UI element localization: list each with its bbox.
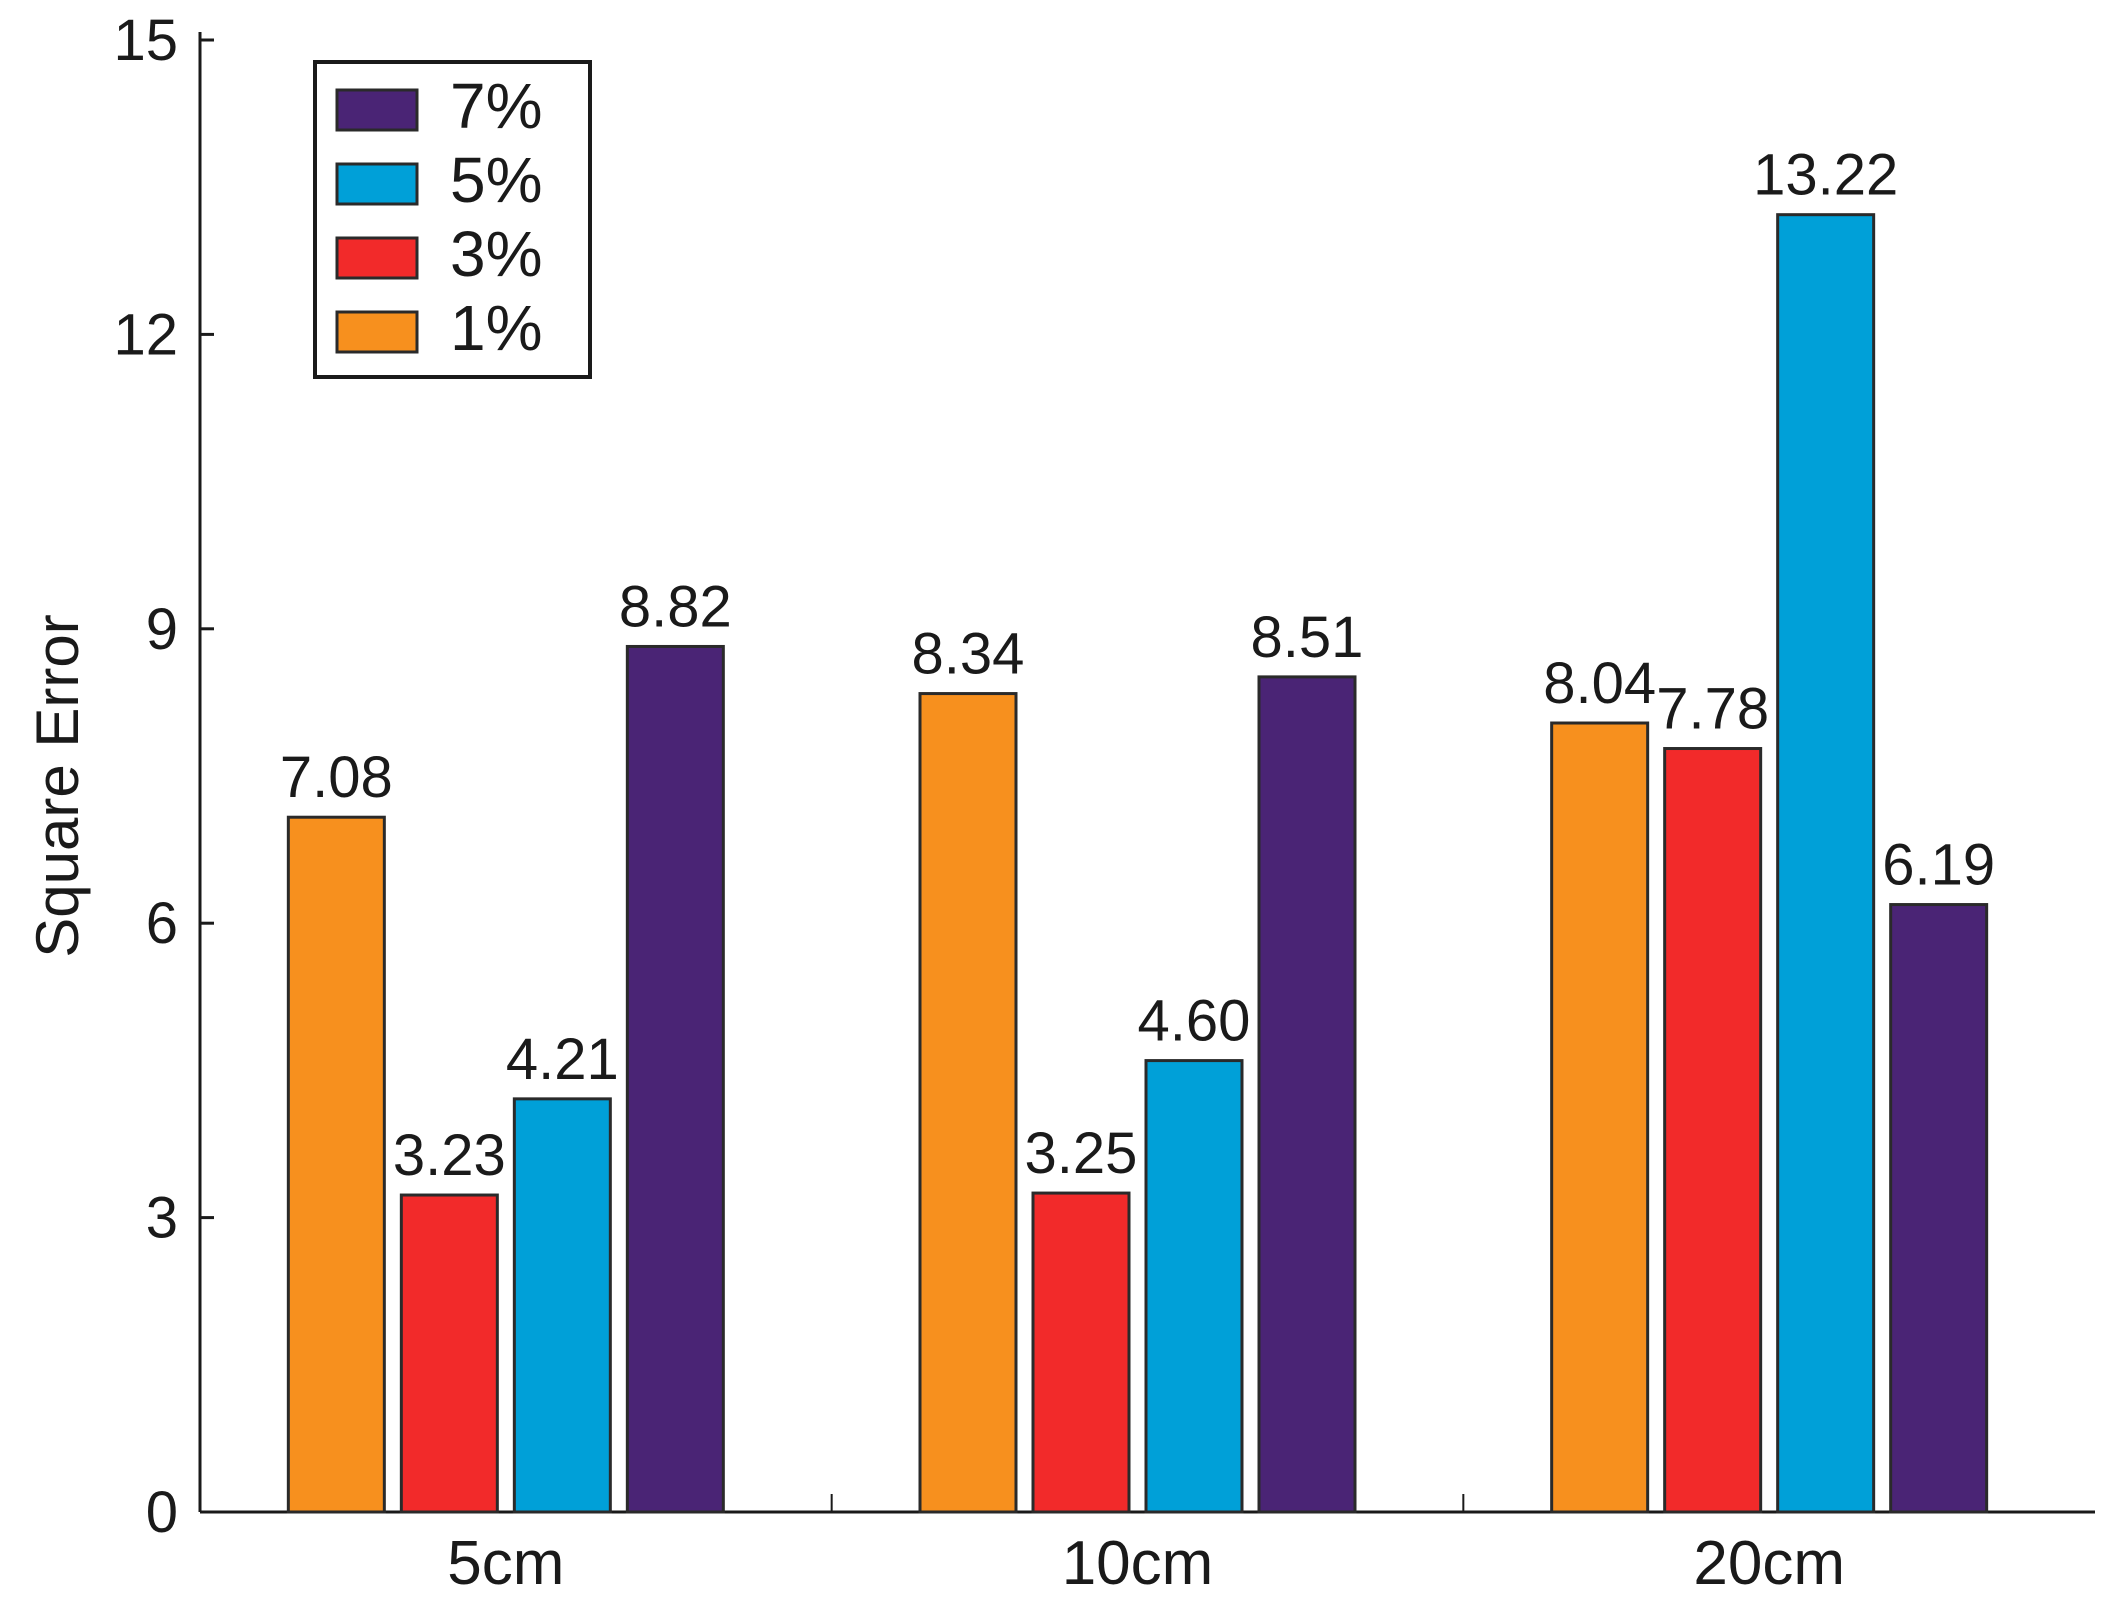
bar-value-label: 3.25 [1025,1121,1138,1186]
x-category-label: 10cm [1062,1529,1214,1598]
bar [1776,213,1876,1514]
bar-value-label: 3.23 [393,1123,506,1188]
bar-value-label: 13.22 [1753,143,1898,208]
legend-label: 3% [450,218,543,290]
y-tick-label: 9 [146,597,178,662]
y-tick-label: 12 [113,302,178,367]
bar-value-label: 8.04 [1543,651,1656,716]
bar [625,644,725,1514]
bar-value-label: 8.51 [1251,605,1364,670]
bar-value-label: 7.78 [1656,677,1769,742]
legend-swatch [335,162,419,206]
y-tick-label: 15 [113,8,178,73]
y-axis-title: Square Error [24,614,91,957]
bar [1550,721,1650,1514]
bar [286,815,386,1514]
x-category-label: 20cm [1693,1529,1845,1598]
legend-label: 5% [450,144,543,216]
bar-value-label: 4.21 [506,1027,619,1092]
bar [1663,747,1763,1514]
x-category-label: 5cm [447,1529,564,1598]
y-tick-label: 6 [146,891,178,956]
bar-value-label: 7.08 [280,745,393,810]
legend-swatch [335,236,419,280]
bar [1144,1059,1244,1514]
bar [1257,675,1357,1514]
legend-label: 1% [450,292,543,364]
bar [918,692,1018,1514]
bar-value-label: 8.34 [912,622,1025,687]
legend-swatch [335,88,419,132]
bar-value-label: 8.82 [619,574,732,639]
bar-value-label: 6.19 [1882,833,1995,898]
legend-swatch [335,310,419,354]
bar [1889,903,1989,1514]
y-tick-label: 0 [146,1480,178,1545]
bar-value-label: 4.60 [1138,989,1251,1054]
y-tick-label: 3 [146,1186,178,1251]
bar [1031,1191,1131,1514]
legend-label: 7% [450,70,543,142]
bar [399,1193,499,1514]
bar [512,1097,612,1514]
